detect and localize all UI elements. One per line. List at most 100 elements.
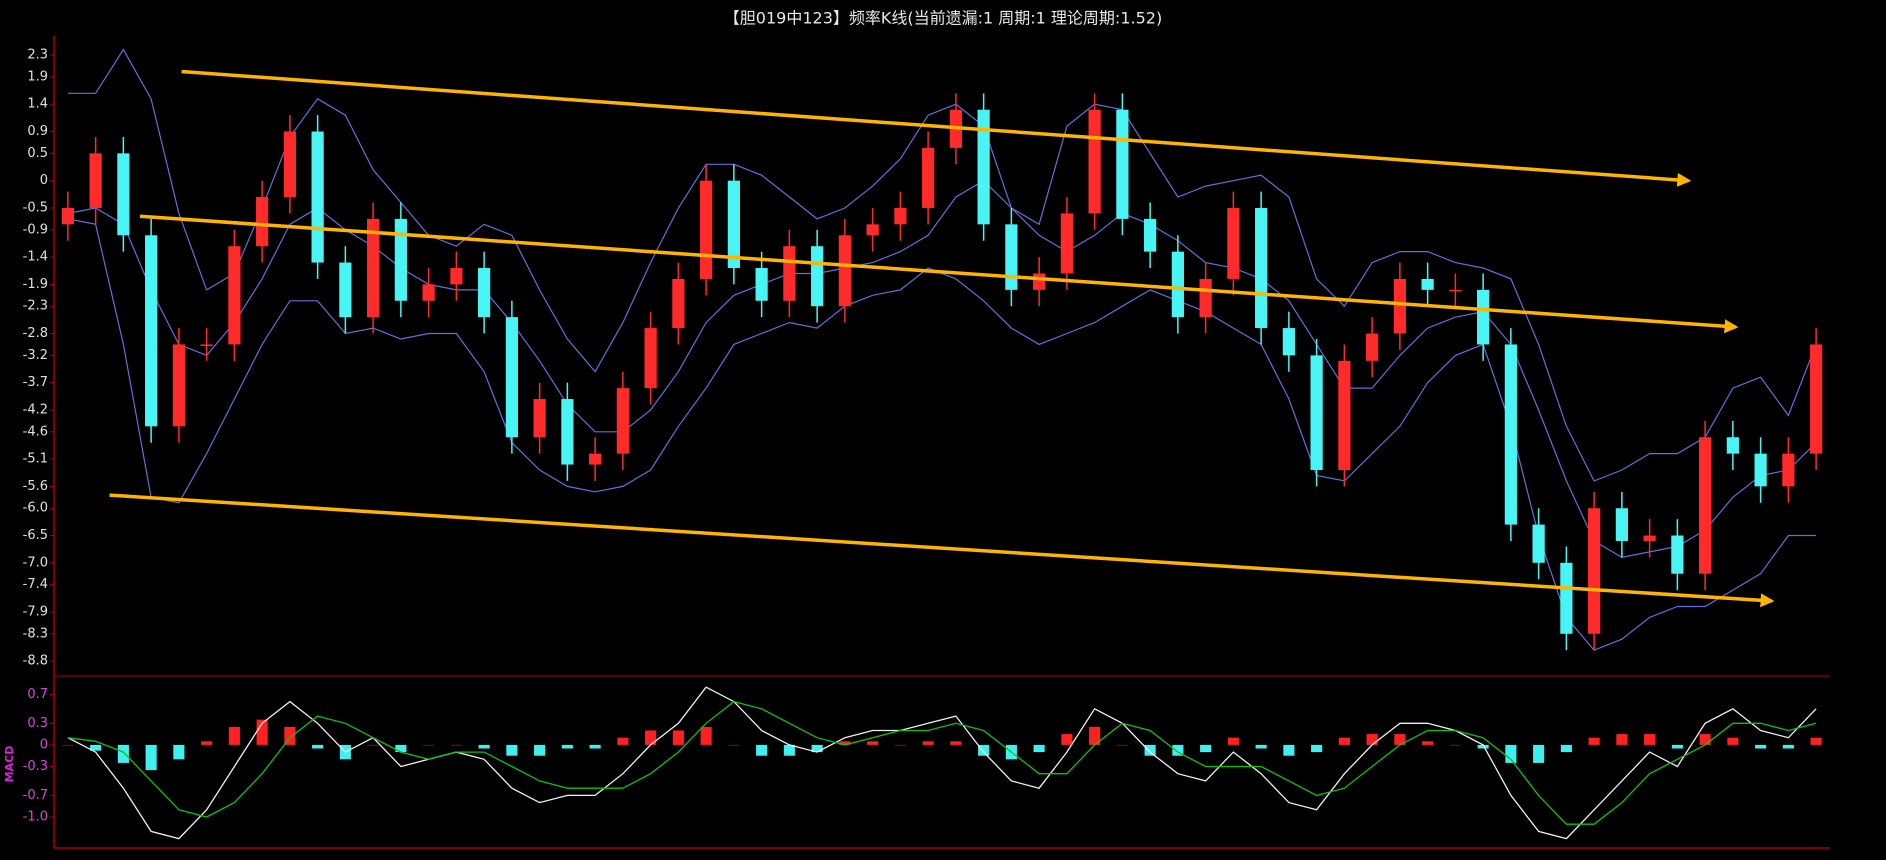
- band-line: [67, 179, 1817, 559]
- candle-body: [1060, 213, 1073, 274]
- macd-bar: [1116, 744, 1128, 746]
- candle-body: [1782, 453, 1795, 487]
- y-tick-label: -1.9: [23, 277, 48, 292]
- candle-body: [1255, 207, 1268, 329]
- macd-bar: [894, 744, 906, 746]
- y-tick-label: -2.3: [23, 299, 48, 314]
- candle-body: [89, 153, 102, 208]
- macd-bar: [672, 730, 684, 745]
- y-tick-label: 1.4: [27, 97, 48, 112]
- y-tick-label: -7.0: [23, 555, 48, 570]
- y-tick-label: -2.8: [23, 326, 48, 341]
- candle-body: [533, 399, 546, 438]
- macd-bar: [839, 741, 851, 745]
- y-tick-label: -3.2: [23, 348, 48, 363]
- macd-bar: [478, 744, 490, 749]
- candle-body: [644, 328, 657, 389]
- candle-body: [311, 131, 324, 263]
- macd-bar: [1338, 737, 1350, 745]
- candle-body: [1560, 562, 1573, 634]
- candle-body: [1282, 328, 1295, 356]
- candle-body: [1310, 355, 1323, 471]
- candle-body: [450, 268, 463, 285]
- candle-body: [145, 235, 158, 427]
- macd-bar: [1422, 741, 1434, 745]
- candle-body: [1643, 535, 1656, 541]
- macd-bar: [561, 744, 573, 749]
- candle-body: [866, 224, 879, 236]
- candle-body: [394, 218, 407, 301]
- y-tick-label: 0.5: [27, 146, 48, 161]
- candle-body: [1338, 360, 1351, 471]
- macd-bar: [117, 744, 129, 763]
- y-tick-label: 0.7: [27, 687, 48, 702]
- macd-bar: [1089, 726, 1101, 745]
- candle-body: [1810, 344, 1823, 454]
- y-tick-label: 2.3: [27, 48, 48, 63]
- candle-body: [228, 246, 241, 345]
- macd-bar: [1505, 744, 1517, 763]
- chart-title: 【胆019中123】频率K线(当前遗漏:1 周期:1 理论周期:1.52): [724, 9, 1162, 28]
- candle-body: [505, 317, 518, 438]
- candle-body: [367, 218, 380, 318]
- macd-bar: [978, 744, 990, 756]
- candle-body: [700, 180, 713, 279]
- candle-body: [1199, 278, 1212, 318]
- candle-body: [589, 453, 602, 465]
- candle-body: [1227, 207, 1240, 279]
- macd-bar: [783, 744, 795, 756]
- y-tick-label: 0.9: [27, 124, 48, 139]
- candle-body: [1144, 218, 1157, 252]
- candle-body: [1477, 289, 1490, 345]
- y-tick-label: -1.0: [23, 809, 48, 824]
- macd-bar: [228, 726, 240, 745]
- candle-body: [783, 246, 796, 301]
- macd-bar: [1699, 734, 1711, 745]
- y-tick-label: -0.3: [23, 759, 48, 774]
- y-tick-label: -8.3: [23, 626, 48, 641]
- y-tick-label: 0.3: [27, 716, 48, 731]
- candle-body: [1005, 224, 1018, 290]
- candle-body: [172, 344, 185, 427]
- y-tick-label: -6.5: [23, 528, 48, 543]
- candle-body: [478, 268, 491, 318]
- macd-bar: [1144, 744, 1156, 756]
- candle-body: [977, 109, 990, 225]
- macd-bar: [534, 744, 546, 756]
- macd-bar: [1644, 734, 1656, 745]
- macd-bar: [728, 744, 740, 746]
- candle-body: [1532, 524, 1545, 563]
- candle-body: [1699, 437, 1712, 574]
- candle-body: [1171, 251, 1184, 318]
- candle-body: [616, 388, 629, 454]
- macd-bar: [950, 741, 962, 745]
- candle-body: [922, 147, 935, 208]
- candle-body: [422, 284, 435, 301]
- macd-bar: [423, 744, 435, 746]
- y-tick-label: -5.6: [23, 479, 48, 494]
- trend-line: [139, 214, 1739, 334]
- macd-bar: [645, 730, 657, 745]
- macd-bar: [367, 744, 379, 746]
- candle-body: [672, 278, 685, 329]
- macd-bar: [312, 744, 324, 749]
- macd-bar: [284, 726, 296, 745]
- macd-bar: [1810, 737, 1822, 745]
- macd-bar: [395, 744, 407, 753]
- y-tick-label: -6.0: [23, 501, 48, 516]
- y-tick-label: -0.9: [23, 222, 48, 237]
- macd-bar: [1394, 734, 1406, 745]
- macd-bar: [811, 744, 823, 753]
- candle-body: [339, 262, 352, 318]
- candle-body: [727, 180, 740, 269]
- macd-bar: [700, 726, 712, 745]
- candle-body: [1726, 437, 1739, 454]
- macd-bar: [756, 744, 768, 756]
- y-tick-label: -8.8: [23, 654, 48, 669]
- y-tick-label: 0: [40, 173, 48, 188]
- candle-body: [838, 235, 851, 307]
- macd-bar: [1616, 734, 1628, 745]
- macd-bar: [1311, 744, 1323, 753]
- macd-bar: [1255, 744, 1267, 749]
- candle-body: [283, 131, 296, 198]
